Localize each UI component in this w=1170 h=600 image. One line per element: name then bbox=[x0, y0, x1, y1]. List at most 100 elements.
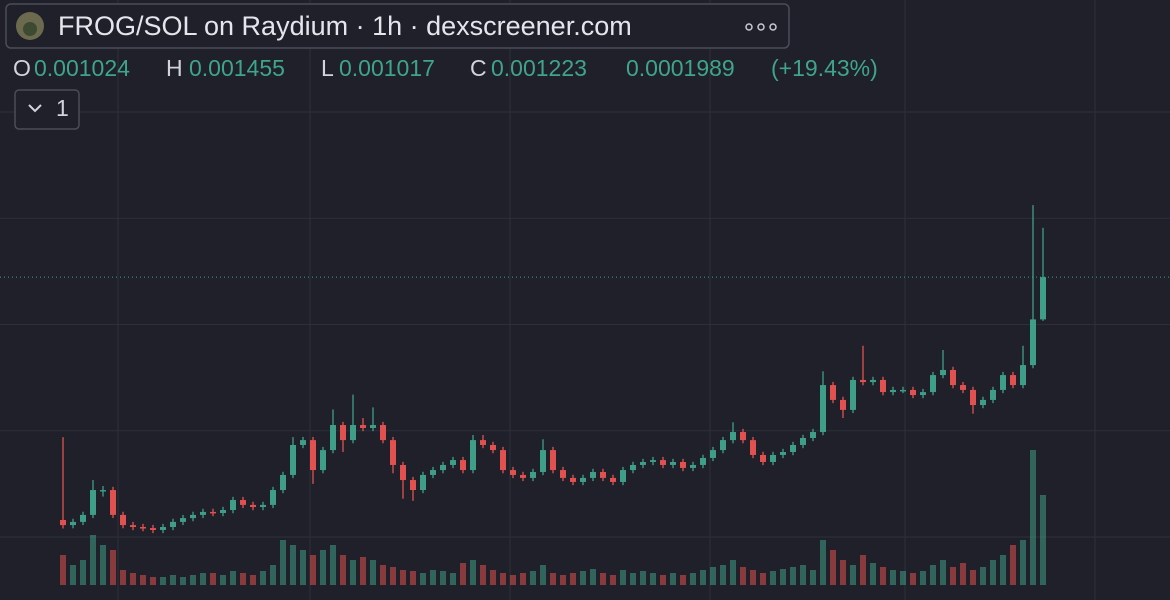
volume-bar bbox=[270, 565, 276, 585]
volume-bar bbox=[920, 571, 926, 585]
volume-bar bbox=[240, 573, 246, 585]
volume-bar bbox=[70, 565, 76, 585]
volume-bar bbox=[840, 560, 846, 585]
volume-bar bbox=[680, 575, 686, 585]
candle-body bbox=[760, 454, 766, 462]
volume-bar bbox=[570, 573, 576, 585]
high-value: 0.001455 bbox=[189, 55, 285, 81]
candle-body bbox=[590, 471, 596, 478]
volume-bar bbox=[320, 550, 326, 585]
volume-bar bbox=[290, 545, 296, 585]
candle-body bbox=[530, 471, 536, 478]
volume-bar bbox=[550, 573, 556, 585]
volume-bar bbox=[250, 575, 256, 585]
volume-bar bbox=[180, 577, 186, 585]
volume-bar bbox=[1040, 495, 1046, 585]
candle-body bbox=[1040, 277, 1046, 320]
marks bbox=[0, 205, 1170, 585]
candle-body bbox=[980, 399, 986, 406]
candle-body bbox=[550, 450, 556, 471]
menu-dot bbox=[757, 23, 765, 31]
volume-bar bbox=[480, 565, 486, 585]
candle-body bbox=[700, 457, 706, 465]
candle-body bbox=[950, 369, 956, 386]
change-value: 0.0001989 bbox=[626, 55, 735, 81]
candle-body bbox=[660, 460, 666, 465]
candle-body bbox=[480, 440, 486, 445]
volume-bar bbox=[60, 555, 66, 585]
volume-bar bbox=[110, 550, 116, 585]
indicator-toggle[interactable]: 1 bbox=[14, 89, 80, 130]
volume-bar bbox=[510, 575, 516, 585]
candle-body bbox=[1000, 375, 1006, 390]
candle-body bbox=[80, 514, 86, 522]
candle-body bbox=[840, 399, 846, 410]
candle-body bbox=[450, 460, 456, 465]
candle-body bbox=[470, 440, 476, 471]
volume-bar bbox=[610, 575, 616, 585]
candle-body bbox=[160, 527, 166, 530]
volume-bar bbox=[370, 560, 376, 585]
ohlc-legend: O 0.001024 H 0.001455 L 0.001017 C 0.001… bbox=[13, 55, 878, 81]
candle-body bbox=[680, 461, 686, 468]
volume-bar bbox=[870, 563, 876, 585]
volume-bar bbox=[810, 570, 816, 585]
volume-bar bbox=[950, 567, 956, 585]
volume-bar bbox=[980, 567, 986, 585]
more-menu[interactable] bbox=[745, 23, 777, 31]
volume-bar bbox=[380, 565, 386, 585]
candle-body bbox=[460, 460, 466, 471]
volume-bar bbox=[1020, 540, 1026, 585]
token-icon-detail bbox=[23, 22, 37, 36]
volume-bar bbox=[150, 577, 156, 585]
volume-bar bbox=[660, 575, 666, 585]
candle-body bbox=[930, 375, 936, 393]
candle-body bbox=[850, 379, 856, 410]
volume-bar bbox=[600, 573, 606, 585]
candle-body bbox=[510, 470, 516, 475]
candle-body bbox=[880, 379, 886, 393]
volume-bar bbox=[1030, 450, 1036, 585]
candle-body bbox=[910, 389, 916, 396]
high-label: H bbox=[166, 55, 183, 81]
volume-bar bbox=[730, 560, 736, 585]
candle-body bbox=[220, 510, 226, 513]
volume-bar bbox=[740, 567, 746, 585]
volume-bar bbox=[860, 555, 866, 585]
volume-bar bbox=[430, 570, 436, 585]
indicator-count: 1 bbox=[56, 95, 69, 121]
header: FROG/SOL on Raydium · 1h · dexscreener.c… bbox=[5, 3, 790, 49]
candle-body bbox=[340, 425, 346, 441]
candle-body bbox=[960, 385, 966, 390]
candle-body bbox=[130, 525, 136, 528]
volume-bar bbox=[910, 573, 916, 585]
volume-bar bbox=[390, 567, 396, 585]
volume-bar bbox=[800, 565, 806, 585]
volume-bar bbox=[500, 573, 506, 585]
candle-body bbox=[600, 471, 606, 478]
low-label: L bbox=[321, 55, 334, 81]
candle-body bbox=[370, 425, 376, 428]
volume-bar bbox=[620, 570, 626, 585]
chart-title: FROG/SOL on Raydium · 1h · dexscreener.c… bbox=[58, 11, 632, 41]
candle-body bbox=[800, 437, 806, 445]
candle-body bbox=[890, 389, 896, 393]
candle-body bbox=[720, 440, 726, 451]
volume-bar bbox=[170, 575, 176, 585]
header-box[interactable] bbox=[5, 3, 790, 49]
volume-bar bbox=[410, 571, 416, 585]
volume-bar bbox=[940, 560, 946, 585]
candle-body bbox=[610, 477, 616, 482]
menu-dot bbox=[769, 23, 777, 31]
candle-body bbox=[360, 425, 366, 428]
candle-body bbox=[810, 432, 816, 438]
volume-bar bbox=[960, 563, 966, 585]
volume-bar bbox=[640, 571, 646, 585]
candle-body bbox=[650, 460, 656, 462]
grid bbox=[0, 111, 1170, 538]
candle-body bbox=[490, 444, 496, 451]
candle-body bbox=[750, 440, 756, 455]
candle-body bbox=[1020, 365, 1026, 386]
